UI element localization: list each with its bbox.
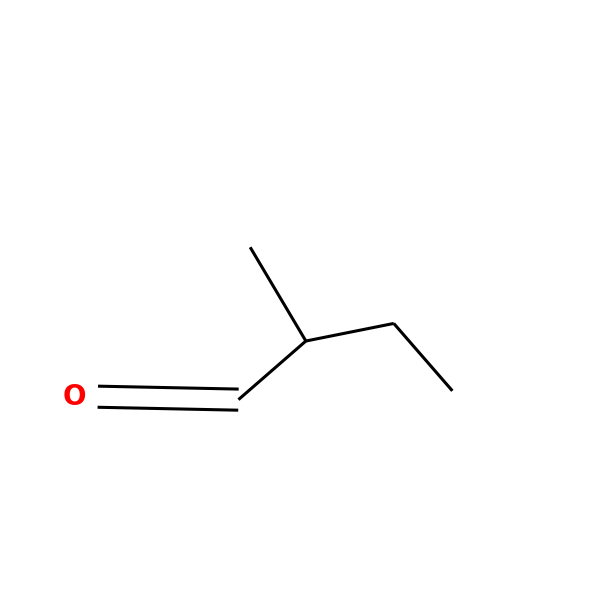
Text: O: O: [62, 383, 86, 411]
